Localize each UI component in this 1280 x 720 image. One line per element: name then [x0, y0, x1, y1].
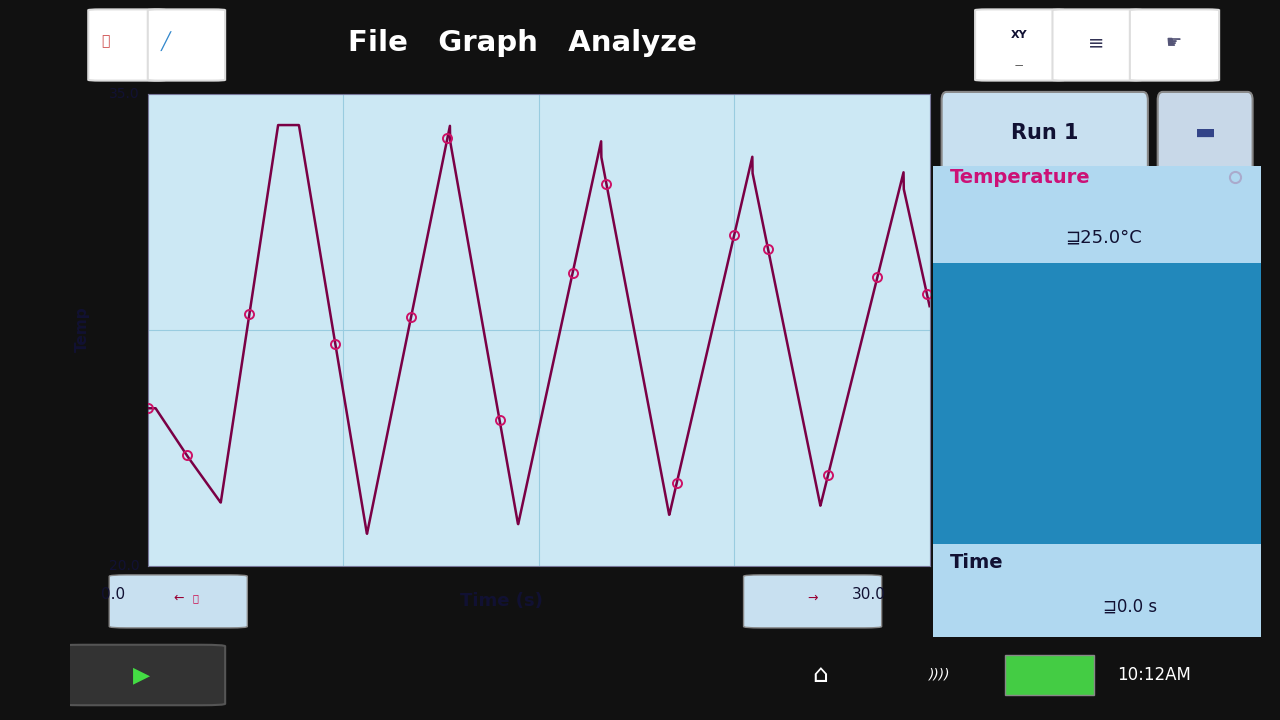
FancyBboxPatch shape: [147, 9, 225, 81]
Text: ⊒25.0°C: ⊒25.0°C: [1065, 229, 1142, 247]
Text: ☛: ☛: [1166, 35, 1181, 53]
FancyBboxPatch shape: [1157, 92, 1253, 174]
FancyBboxPatch shape: [975, 9, 1065, 81]
Text: 10:12AM: 10:12AM: [1116, 666, 1190, 684]
Text: 35.0: 35.0: [109, 86, 140, 101]
Text: ╱: ╱: [161, 31, 170, 51]
Text: 30.0: 30.0: [852, 587, 886, 602]
Text: 🕐: 🕐: [101, 34, 110, 48]
FancyBboxPatch shape: [1005, 655, 1094, 695]
FancyBboxPatch shape: [88, 9, 165, 81]
FancyBboxPatch shape: [1052, 9, 1142, 81]
Bar: [933, 166, 1261, 263]
Text: ≡: ≡: [1088, 34, 1105, 53]
FancyBboxPatch shape: [744, 575, 882, 628]
Text: 0.0: 0.0: [101, 587, 124, 602]
Text: Temp: Temp: [74, 307, 90, 352]
Text: ⌂: ⌂: [813, 663, 828, 687]
FancyBboxPatch shape: [109, 575, 247, 628]
Text: →: →: [808, 591, 818, 604]
Text: Run 1: Run 1: [1011, 123, 1079, 143]
Text: Time: Time: [950, 554, 1004, 572]
Text: Time (s): Time (s): [461, 593, 543, 611]
Text: ⊒0.0 s: ⊒0.0 s: [1103, 598, 1157, 616]
Text: Temperature: Temperature: [950, 168, 1091, 186]
FancyBboxPatch shape: [942, 92, 1148, 174]
Text: ▶: ▶: [133, 665, 150, 685]
Text: File   Graph   Analyze: File Graph Analyze: [348, 30, 698, 58]
Text: 20.0: 20.0: [109, 559, 140, 572]
FancyBboxPatch shape: [1130, 9, 1219, 81]
Bar: [933, 263, 1261, 544]
FancyBboxPatch shape: [59, 645, 225, 706]
Bar: [933, 544, 1261, 637]
Text: XY: XY: [1011, 30, 1028, 40]
Text: —: —: [1015, 61, 1023, 71]
Text: ▬: ▬: [1194, 123, 1216, 143]
Text: ←: ←: [173, 591, 183, 604]
Text: 〜: 〜: [192, 593, 198, 603]
Text: )))): )))): [929, 668, 950, 682]
